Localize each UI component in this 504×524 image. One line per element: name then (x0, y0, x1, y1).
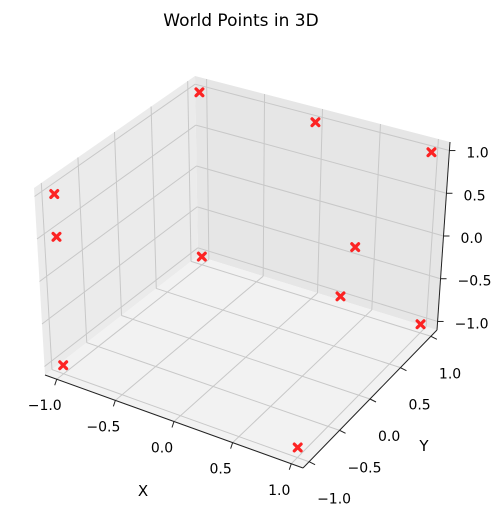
x-tick-mark (54, 379, 58, 386)
z-tick-label: −0.5 (458, 274, 492, 290)
scatter-point (415, 319, 426, 330)
x-tick-mark (171, 421, 175, 428)
scatter-point (350, 242, 361, 253)
grid-line-y-floor (190, 260, 432, 337)
y-tick-label: −0.5 (348, 460, 382, 476)
x-tick-label: 0.5 (210, 462, 232, 478)
grid-line-x-back (371, 123, 381, 310)
grid-line-z-left (36, 124, 197, 240)
scatter-point (49, 189, 60, 200)
scatter-point (51, 231, 62, 242)
z-tick-label: 1.0 (466, 146, 488, 162)
scatter-point (426, 147, 437, 158)
y-tick-mark (308, 461, 316, 466)
scatter-point (58, 360, 69, 371)
chart-title: World Points in 3D (163, 11, 318, 31)
y-tick-mark (430, 335, 438, 340)
grid-line-x-floor (232, 309, 373, 443)
y-tick-mark (339, 429, 346, 434)
grid-line-y-floor (121, 315, 371, 400)
grid-line-z-left (39, 165, 197, 282)
x-tick-mark (230, 442, 234, 449)
scatter-point (292, 442, 303, 453)
x-tick-mark (288, 463, 292, 470)
grid-line-y-left (150, 106, 157, 289)
x-tick-label: −1.0 (28, 398, 62, 414)
grid-line-y-left (187, 81, 192, 262)
y-tick-mark (400, 367, 407, 372)
scatter-point (194, 87, 205, 98)
y-tick-label: 0.0 (378, 429, 400, 445)
x-tick-label: 1.0 (268, 483, 290, 499)
grid-line-z-back (195, 124, 447, 194)
y-axis-label: Y (418, 437, 429, 455)
x-tick-label: 0.0 (151, 441, 173, 457)
grid-line-y-floor (156, 287, 401, 369)
y-tick-mark (369, 398, 377, 403)
z-tick-label: 0.0 (461, 231, 483, 247)
grid-line-x-floor (290, 326, 427, 465)
scatter-point (335, 291, 346, 302)
z-tick-label: 0.5 (463, 188, 485, 204)
y-tick-label: −1.0 (317, 492, 351, 508)
y-tick-label: 1.0 (439, 366, 461, 382)
scatter-point (310, 117, 321, 128)
grid-line-x-back (425, 138, 439, 327)
x-tick-mark (112, 400, 116, 407)
grid-line-z-back (195, 83, 450, 152)
x-tick-label: −0.5 (86, 419, 120, 435)
z-tick-label: −1.0 (455, 316, 489, 332)
y-tick-label: 0.5 (408, 398, 430, 414)
grid-line-z-back (196, 165, 444, 237)
scatter-point (196, 251, 207, 262)
x-axis-label: X (138, 482, 148, 500)
grid-line-z-left (34, 83, 196, 197)
